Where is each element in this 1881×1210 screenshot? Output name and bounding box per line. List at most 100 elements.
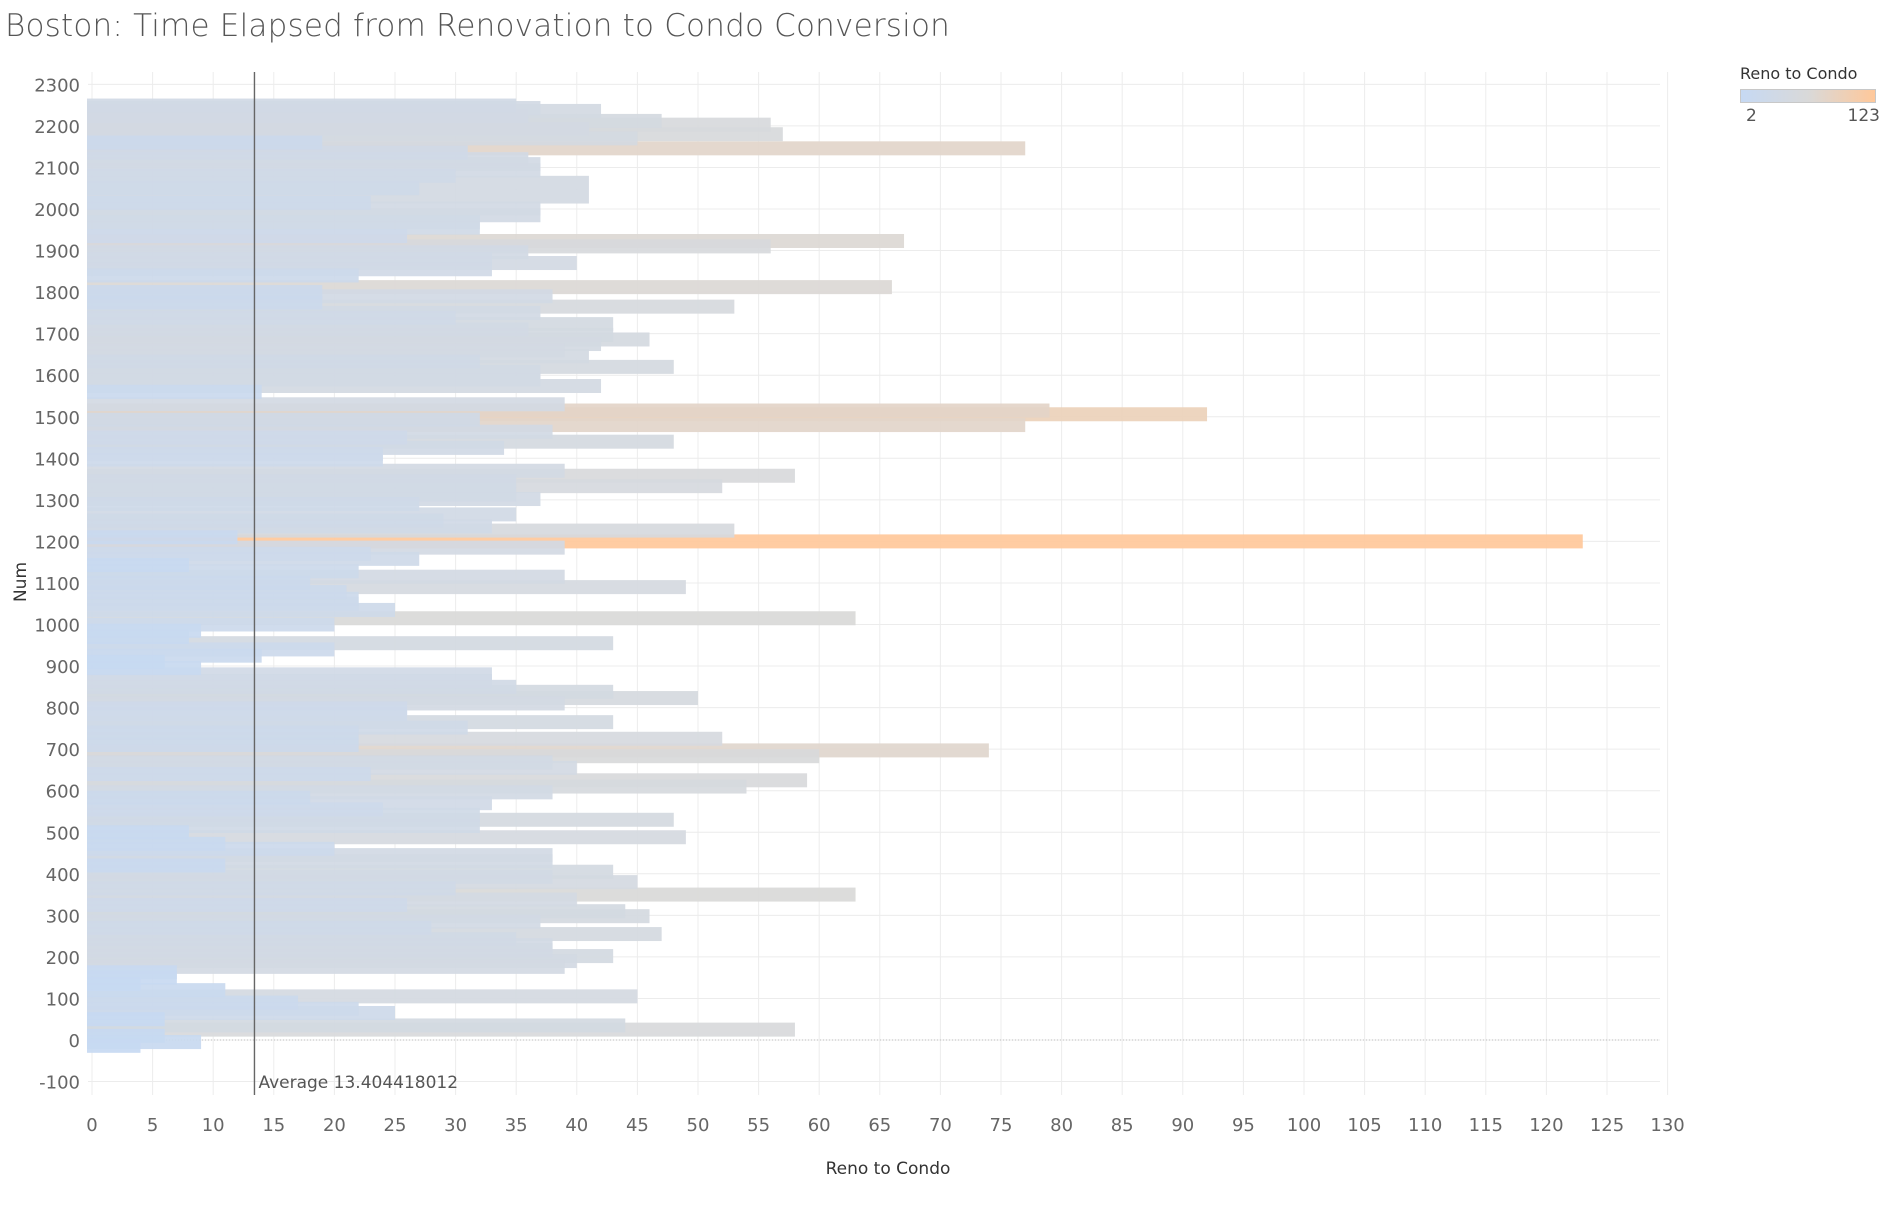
y-tick-label: 600 — [46, 782, 80, 803]
bar — [87, 836, 226, 851]
y-tick-label: 400 — [46, 865, 80, 886]
x-axis-title: Reno to Condo — [826, 1159, 951, 1179]
y-tick-label: 300 — [46, 906, 80, 927]
bar — [87, 98, 517, 113]
x-tick-label: 130 — [1650, 1115, 1684, 1136]
legend-color-ramp — [1740, 89, 1876, 103]
x-tick-label: 55 — [747, 1115, 770, 1136]
bar — [87, 825, 189, 840]
bar — [87, 897, 408, 912]
bar — [87, 397, 565, 412]
y-tick-label: 0 — [69, 1031, 80, 1052]
y-tick-label: 1800 — [34, 283, 80, 304]
x-tick-label: 10 — [202, 1115, 225, 1136]
bar — [87, 881, 456, 896]
bar — [87, 596, 359, 611]
bar — [87, 920, 432, 935]
x-tick-label: 85 — [1111, 1115, 1134, 1136]
y-tick-label: 900 — [46, 657, 80, 678]
y-tick-label: 2000 — [34, 200, 80, 221]
x-tick-label: 35 — [505, 1115, 528, 1136]
bar — [87, 474, 517, 489]
chart-title: Boston: Time Elapsed from Renovation to … — [5, 8, 950, 44]
x-tick-label: 90 — [1171, 1115, 1194, 1136]
color-legend[interactable]: Reno to Condo 2 123 — [1740, 64, 1880, 128]
bar — [87, 1018, 626, 1033]
y-tick-label: 1000 — [34, 616, 80, 637]
bar — [87, 372, 541, 387]
bar — [87, 452, 383, 467]
bar — [87, 343, 565, 358]
x-tick-label: 95 — [1232, 1115, 1255, 1136]
x-tick-label: 105 — [1347, 1115, 1381, 1136]
bar — [87, 767, 371, 782]
x-tick-label: 45 — [626, 1115, 649, 1136]
bar — [87, 497, 420, 512]
x-tick-label: 40 — [565, 1115, 588, 1136]
x-tick-label: 60 — [808, 1115, 831, 1136]
y-tick-label: 1400 — [34, 449, 80, 470]
bar — [87, 558, 189, 573]
y-tick-label: 200 — [46, 948, 80, 969]
bar — [87, 135, 323, 150]
bar — [87, 575, 311, 590]
bar — [87, 1012, 165, 1027]
x-axis: 0 5 10 15 20 25 30 35 40 45 50 55 60 65 70 75 80 85 90 95 10… — [86, 1115, 1685, 1136]
average-reference-line: Average 13.404418012 — [253, 72, 458, 1095]
bar — [87, 195, 371, 210]
bar — [87, 412, 480, 427]
bar — [87, 268, 359, 283]
y-tick-label: 1100 — [34, 574, 80, 595]
bar — [87, 513, 444, 528]
x-tick-label: 70 — [929, 1115, 952, 1136]
bar — [87, 168, 456, 183]
bar — [87, 725, 359, 740]
average-label: Average 13.404418012 — [258, 1073, 458, 1093]
legend-min-label: 2 — [1746, 106, 1757, 126]
bar — [87, 943, 553, 958]
bar — [87, 869, 553, 884]
x-tick-label: 50 — [687, 1115, 710, 1136]
bar — [87, 295, 323, 310]
bar — [87, 790, 311, 805]
bar — [87, 229, 408, 244]
y-tick-label: -100 — [39, 1073, 80, 1094]
y-tick-label: 2300 — [34, 75, 80, 96]
y-axis: -100 0 100 200 300 400 500 600 700 800 900 1000 1100… — [34, 75, 80, 1093]
legend-title: Reno to Condo — [1740, 64, 1858, 83]
bar — [87, 121, 589, 136]
bar — [87, 755, 553, 770]
bar — [87, 354, 480, 369]
bar — [87, 654, 165, 669]
bar — [87, 858, 226, 873]
y-tick-label: 1600 — [34, 366, 80, 387]
bar — [87, 737, 359, 752]
bar — [87, 706, 408, 721]
x-tick-label: 115 — [1469, 1115, 1503, 1136]
y-axis-title: Num — [11, 562, 31, 602]
x-tick-label: 30 — [444, 1115, 467, 1136]
y-tick-label: 1700 — [34, 325, 80, 346]
x-tick-label: 80 — [1050, 1115, 1073, 1136]
y-tick-label: 1900 — [34, 242, 80, 263]
x-tick-label: 125 — [1590, 1115, 1624, 1136]
bar — [87, 959, 565, 974]
bar — [87, 384, 262, 399]
bar — [87, 674, 492, 689]
bar — [87, 430, 408, 445]
y-tick-label: 2100 — [34, 158, 80, 179]
bar — [87, 1038, 141, 1053]
legend-labels: 2 123 — [1740, 106, 1880, 128]
bar — [87, 310, 456, 325]
bar — [87, 629, 189, 644]
x-tick-label: 120 — [1529, 1115, 1563, 1136]
x-tick-label: 65 — [868, 1115, 891, 1136]
bar — [87, 830, 686, 845]
bars — [87, 98, 1583, 1053]
y-tick-label: 1500 — [34, 408, 80, 429]
y-tick-label: 2200 — [34, 117, 80, 138]
bar — [87, 995, 299, 1010]
y-tick-label: 1200 — [34, 532, 80, 553]
x-tick-label: 100 — [1287, 1115, 1321, 1136]
bar — [87, 181, 420, 196]
